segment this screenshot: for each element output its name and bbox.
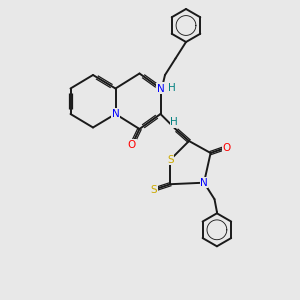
Text: H: H (168, 82, 176, 93)
Text: N: N (200, 178, 208, 188)
Text: O: O (222, 142, 230, 153)
Text: H: H (170, 117, 178, 128)
Text: S: S (167, 154, 174, 165)
Text: N: N (112, 109, 119, 119)
Text: O: O (128, 140, 136, 150)
Text: S: S (151, 184, 157, 195)
Text: N: N (158, 82, 166, 93)
Text: N: N (157, 83, 164, 94)
